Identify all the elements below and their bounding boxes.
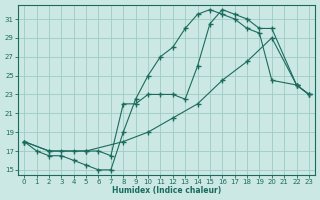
X-axis label: Humidex (Indice chaleur): Humidex (Indice chaleur) bbox=[112, 186, 221, 195]
